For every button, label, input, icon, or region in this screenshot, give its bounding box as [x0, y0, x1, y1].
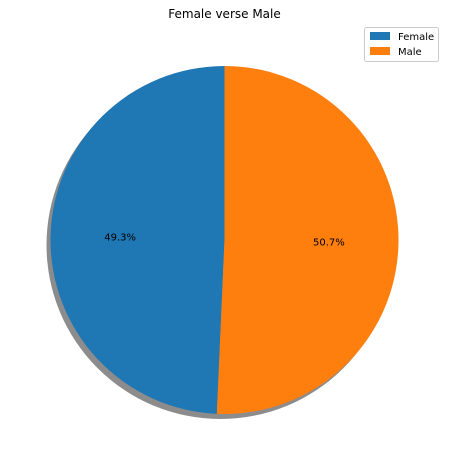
pie-slices [50, 66, 399, 414]
legend-label-female: Female [398, 32, 434, 43]
legend: Female Male [364, 27, 439, 62]
legend-label-male: Male [398, 47, 422, 58]
pie-slice-male [216, 66, 399, 414]
chart-title: Female verse Male [168, 7, 281, 21]
legend-swatch-female [370, 32, 390, 40]
pie-slice-label-male: 50.7% [313, 237, 345, 248]
pie-slice-female [50, 66, 225, 414]
pie-slice-labels: 49.3% 50.7% [104, 233, 345, 249]
legend-swatch-male [370, 47, 390, 55]
pie-slice-label-female: 49.3% [104, 233, 136, 244]
